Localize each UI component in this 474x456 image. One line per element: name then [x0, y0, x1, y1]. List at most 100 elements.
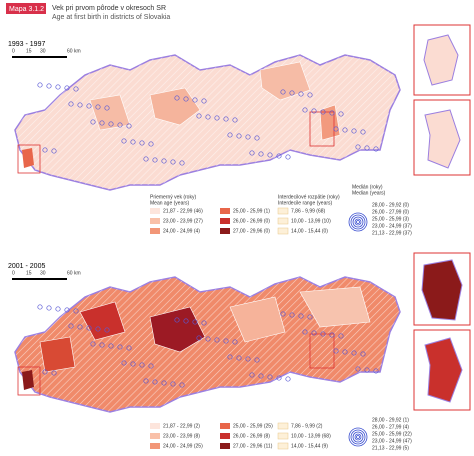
district-marker	[351, 350, 357, 356]
median-icon	[352, 431, 364, 443]
district-marker	[236, 133, 242, 139]
legend-item: 28,00 - 29,92 (1)	[372, 417, 409, 423]
district-marker	[143, 378, 149, 384]
district-marker	[333, 126, 339, 132]
district-marker	[320, 109, 326, 115]
district-marker	[223, 116, 229, 122]
scale-label: 0	[12, 48, 15, 54]
district-marker	[307, 314, 313, 320]
legend-swatch	[150, 228, 160, 234]
period: 1993 - 1997	[8, 41, 45, 48]
scale-label: 30	[40, 270, 46, 276]
district-marker	[342, 127, 348, 133]
median-icon	[354, 433, 362, 441]
scale-label: 60 km	[67, 270, 81, 276]
subtitle: Age at first birth in districts of Slova…	[52, 14, 170, 21]
legend-swatch	[277, 207, 289, 215]
district-marker	[117, 344, 123, 350]
district-marker	[205, 336, 211, 342]
district-marker	[196, 335, 202, 341]
district-marker	[161, 380, 167, 386]
district-marker	[373, 368, 379, 374]
district-marker	[108, 121, 114, 127]
legend-swatch	[220, 218, 230, 224]
scale-bar	[12, 56, 67, 58]
district-marker	[364, 367, 370, 373]
legend-item: 26,00 - 27,99 (4)	[372, 424, 409, 430]
badge-bg	[6, 3, 46, 14]
district-marker	[285, 376, 291, 382]
insets	[413, 24, 471, 411]
median-icon	[348, 427, 368, 447]
legend-subtitle: Median (years)	[352, 190, 386, 196]
district-marker	[104, 327, 110, 333]
legend-swatch	[277, 227, 289, 235]
district-marker	[183, 318, 189, 324]
district-marker	[86, 325, 92, 331]
district-marker	[249, 372, 255, 378]
legend-title: Priemerný vek (roky)	[150, 194, 196, 200]
legend-swatch	[220, 423, 230, 429]
legend-swatch	[150, 423, 160, 429]
district-marker	[196, 113, 202, 119]
district-marker	[37, 82, 43, 88]
district-marker	[174, 317, 180, 323]
district-marker	[223, 338, 229, 344]
district-marker	[311, 330, 317, 336]
district-marker	[68, 101, 74, 107]
legend-item: 24,00 - 24,99 (25)	[163, 443, 203, 449]
district-marker	[355, 366, 361, 372]
district-marker	[130, 361, 136, 367]
district-marker	[245, 356, 251, 362]
legend-item: 27,00 - 29,96 (11)	[233, 443, 273, 449]
legend-item: 14,00 - 15,44 (0)	[291, 228, 328, 234]
district-marker	[183, 96, 189, 102]
district-marker	[64, 307, 70, 313]
district-marker	[258, 151, 264, 157]
legend-item: 25,00 - 25,99 (25)	[233, 423, 273, 429]
legend-swatch	[150, 433, 160, 439]
district-marker	[73, 86, 79, 92]
district-marker	[289, 312, 295, 318]
district-marker	[232, 339, 238, 345]
district-marker	[201, 320, 207, 326]
map-1	[14, 54, 401, 191]
title: Vek pri prvom pôrode v okresoch SR	[52, 5, 166, 12]
district-marker	[170, 159, 176, 165]
district-marker	[121, 138, 127, 144]
district-marker	[302, 107, 308, 113]
legend-subtitle: Mean age (years)	[150, 200, 190, 206]
legend-item: 7,86 - 9,99 (68)	[291, 208, 326, 214]
legend-item: 23,00 - 23,99 (27)	[163, 218, 203, 224]
legend-item: 28,00 - 29,92 (0)	[372, 202, 409, 208]
district-marker	[320, 331, 326, 337]
district-marker	[351, 128, 357, 134]
legend-item: 26,00 - 27,99 (0)	[372, 209, 409, 215]
district-marker	[46, 305, 52, 311]
legend-swatch	[220, 433, 230, 439]
district-marker	[236, 355, 242, 361]
legend-item: 10,00 - 13,99 (10)	[291, 218, 331, 224]
legend-swatch	[277, 442, 289, 450]
district-marker	[342, 349, 348, 355]
district-marker	[329, 110, 335, 116]
district-marker	[170, 381, 176, 387]
district-marker	[298, 91, 304, 97]
district-marker	[126, 345, 132, 351]
district-marker	[117, 122, 123, 128]
district-marker	[51, 148, 57, 154]
legend-item: 27,00 - 29,96 (0)	[233, 228, 270, 234]
district-marker	[68, 323, 74, 329]
district-marker	[148, 141, 154, 147]
legend-item: 25,00 - 25,99 (22)	[372, 431, 412, 437]
district-marker	[42, 369, 48, 375]
median-icon	[356, 220, 360, 224]
district-marker	[148, 363, 154, 369]
legend-item: 26,00 - 26,99 (0)	[233, 218, 270, 224]
district-marker	[302, 329, 308, 335]
district-marker	[360, 129, 366, 135]
district-marker	[121, 360, 127, 366]
district-marker	[73, 308, 79, 314]
district-marker	[201, 98, 207, 104]
district-marker	[355, 144, 361, 150]
